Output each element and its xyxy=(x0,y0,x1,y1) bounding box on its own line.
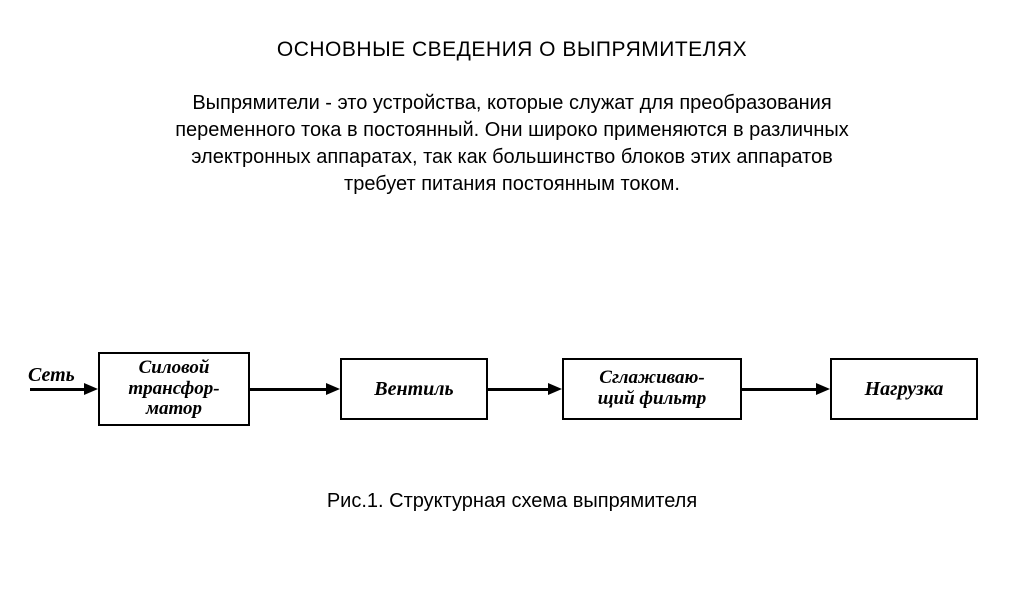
arrow-line xyxy=(30,388,86,391)
block-label: Сглаживаю- щий фильтр xyxy=(598,368,707,410)
arrow-line xyxy=(488,388,550,391)
block-label: Силовой трансфор- матор xyxy=(128,358,219,421)
block-label: Нагрузка xyxy=(865,378,944,400)
flowchart-block: Силовой трансфор- матор xyxy=(98,352,250,426)
page-title: ОСНОВНЫЕ СВЕДЕНИЯ О ВЫПРЯМИТЕЛЯХ xyxy=(0,38,1024,62)
arrow-line xyxy=(742,388,818,391)
flowchart-block: Вентиль xyxy=(340,358,488,420)
arrow-head-icon xyxy=(548,383,562,395)
block-label: Вентиль xyxy=(374,378,453,400)
arrow-line xyxy=(250,388,328,391)
arrow-head-icon xyxy=(84,383,98,395)
arrow-head-icon xyxy=(816,383,830,395)
arrow-head-icon xyxy=(326,383,340,395)
input-label: Сеть xyxy=(28,364,75,387)
flowchart-block: Нагрузка xyxy=(830,358,978,420)
intro-paragraph: Выпрямители - это устройства, которые сл… xyxy=(0,90,1024,198)
flowchart-block: Сглаживаю- щий фильтр xyxy=(562,358,742,420)
figure-caption: Рис.1. Структурная схема выпрямителя xyxy=(0,490,1024,513)
flowchart-diagram: Сеть Силовой трансфор- матор Вентиль Сглажи… xyxy=(0,348,1024,468)
